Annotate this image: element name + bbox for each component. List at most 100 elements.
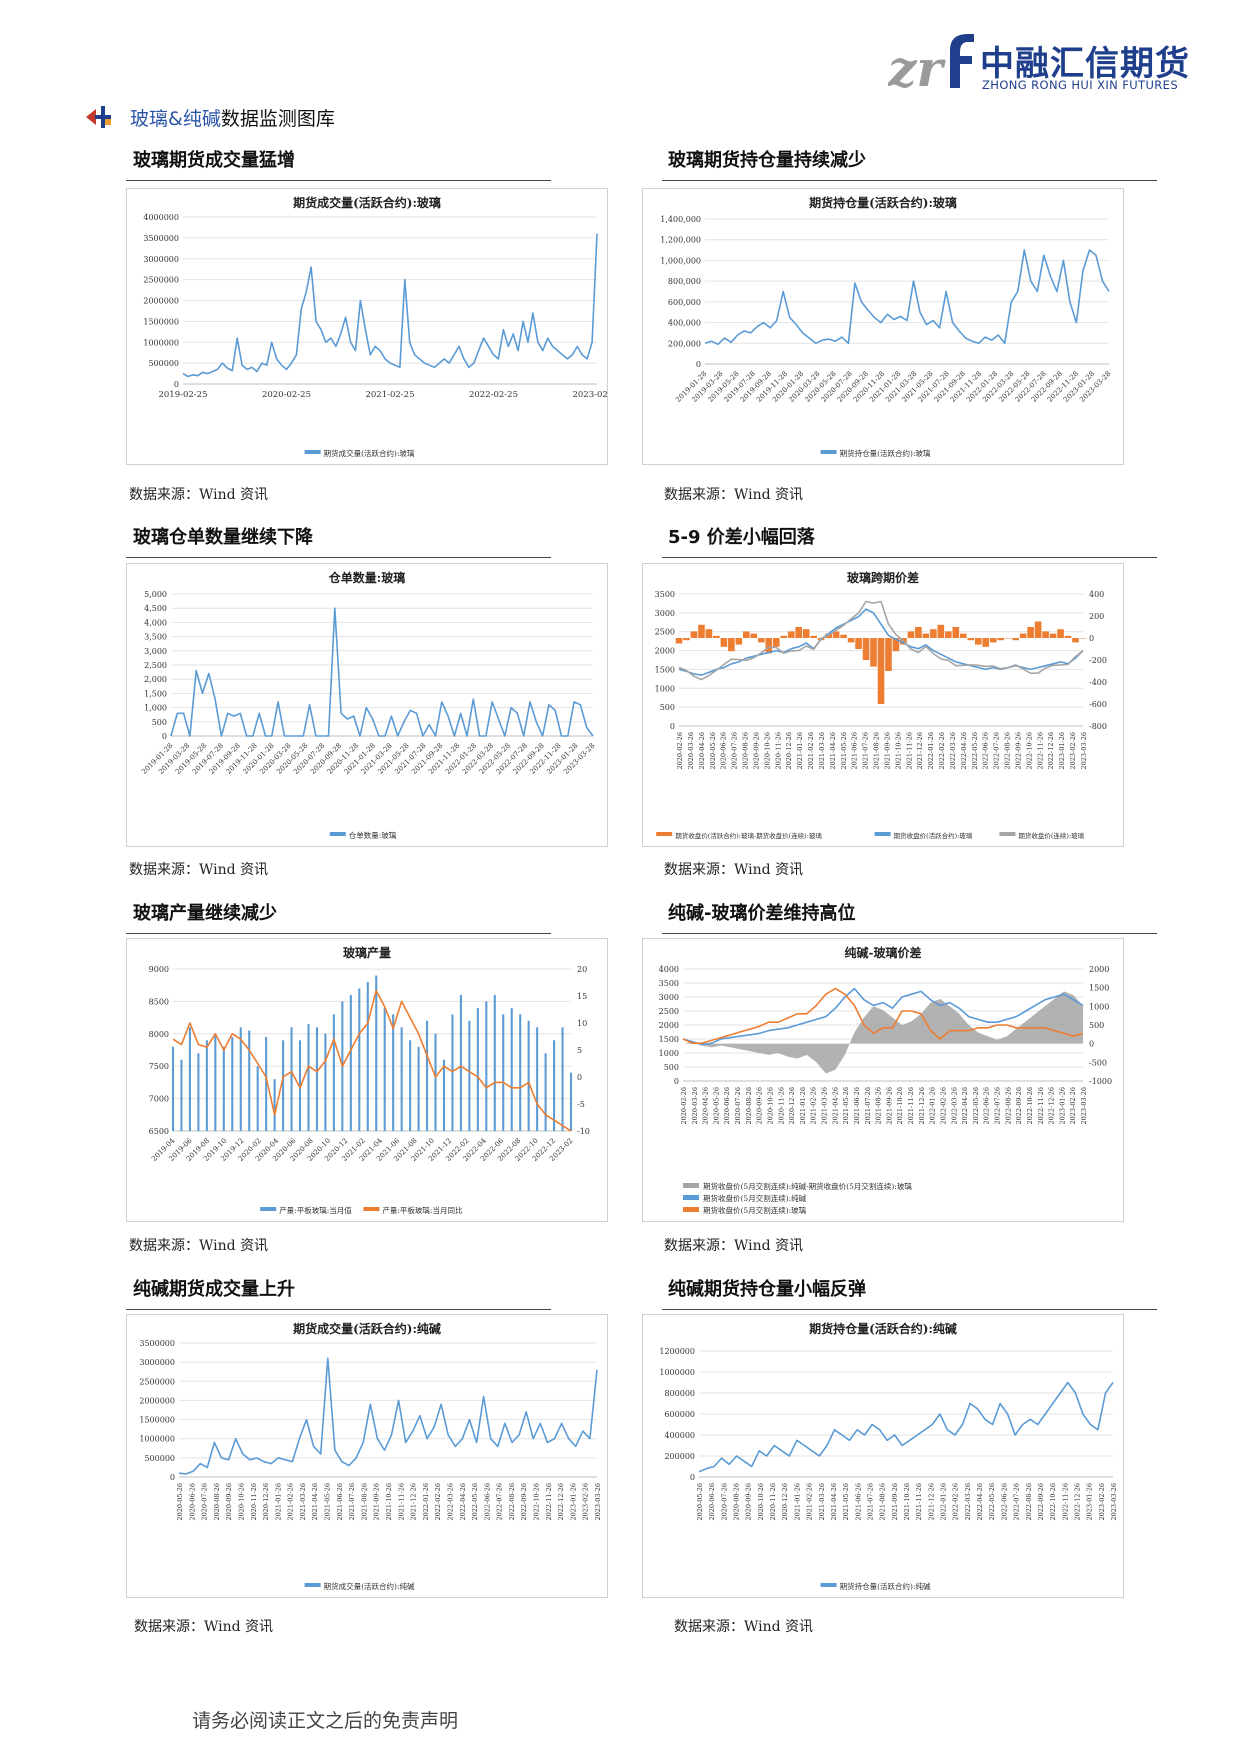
x-tick-label: 2022-10-26 — [533, 1483, 541, 1520]
bar-mark — [937, 624, 945, 638]
x-tick-label: 2020-10-26 — [757, 1483, 765, 1520]
bar-mark — [1042, 631, 1049, 638]
x-tick-label: 2023-02-26 — [582, 1483, 590, 1520]
y-tick-label: 8500 — [149, 997, 169, 1006]
bar-mark — [705, 629, 713, 638]
bar-mark — [442, 1059, 446, 1131]
x-tick-label: 2020-02-25 — [262, 390, 311, 400]
bar-mark — [1004, 638, 1012, 639]
legend-label: 期货收盘价(活跃合约):玻璃-期货收盘价(连续):玻璃 — [675, 831, 822, 840]
bar-mark — [765, 638, 773, 654]
x-tick-label: 2021-11-26 — [397, 1483, 405, 1520]
x-tick-label: 2020-10-26 — [237, 1483, 245, 1520]
y-tick-label: 7500 — [149, 1062, 169, 1071]
bar-mark — [459, 994, 462, 1131]
bar-mark — [332, 1014, 335, 1131]
bar-mark — [743, 631, 750, 638]
y-tick-label: 2000 — [655, 647, 675, 656]
chart-svg: 纯碱-玻璃价差 0 500 1000 1500 2000 2500 3000 3500 4000 -… — [659, 945, 1112, 1215]
y-tick-label: 0 — [174, 380, 179, 389]
chart-svg: 玻璃产量 6500 7000 7500 8000 8500 9000 -10 -5 0 5 10 15 2… — [149, 945, 590, 1215]
x-tick-label: 2021-06-26 — [851, 732, 859, 769]
legend-swatch — [683, 1183, 699, 1188]
x-tick-label: 2022-07-26 — [993, 732, 1001, 769]
line-series — [170, 607, 594, 737]
x-tick-label: 2021-06-26 — [853, 1087, 861, 1124]
line-series — [678, 600, 1084, 681]
bar-mark — [180, 1059, 183, 1131]
x-tick-label: 2020-04-26 — [702, 1087, 710, 1124]
x-tick-label: 2020-05-26 — [696, 1483, 704, 1520]
bar-mark — [400, 1027, 403, 1131]
x-tick-label: 2021-06-26 — [336, 1483, 344, 1520]
bar-mark — [780, 635, 788, 638]
x-tick-label: 2022-11-26 — [1037, 1087, 1045, 1124]
y-tick-label: 1000 — [655, 684, 675, 693]
chart-title: 玻璃产量 — [343, 945, 391, 960]
y2-tick-label: 20 — [577, 965, 587, 974]
y-tick-label: 500 — [152, 718, 167, 727]
x-tick-label: 2022-06-26 — [1000, 1483, 1008, 1520]
y-tick-label: 4,000 — [144, 618, 167, 627]
x-tick-label: 2021-01-26 — [274, 1483, 282, 1520]
x-tick-label: 2022-11-26 — [1061, 1483, 1069, 1520]
chart-soda-open-interest: 期货持仓量(活跃合约):纯碱 0 200000 400000 600000 800000 1… — [642, 1314, 1124, 1598]
x-tick-label: 2020-09-26 — [752, 732, 760, 769]
bar-mark — [922, 633, 930, 638]
bar-mark — [205, 1040, 208, 1131]
bar-mark — [434, 1033, 437, 1131]
chart-title: 仓单数量:玻璃 — [328, 570, 405, 585]
chart-glass-warehouse: 仓单数量:玻璃 0 500 1,000 1,500 2,000 2,500 3,000 3,50… — [126, 563, 608, 847]
y-tick-label: 400000 — [664, 1431, 695, 1440]
bar-mark — [1049, 633, 1057, 638]
x-tick-label: 2020-11-26 — [769, 1483, 777, 1520]
y-tick-label: 2500000 — [139, 1377, 175, 1386]
bar-mark — [832, 631, 840, 638]
panel-title-glass-volume: 玻璃期货成交量猛增 — [133, 150, 295, 171]
x-tick-label: 2021-04-26 — [831, 1087, 839, 1124]
y-tick-label: 3000000 — [139, 1358, 175, 1367]
data-source: 数据来源：Wind 资讯 — [664, 1238, 804, 1254]
y-tick-label: 1,500 — [144, 689, 167, 698]
bar-mark — [527, 1020, 530, 1131]
y-tick-label: 5,000 — [144, 590, 167, 599]
y-tick-label: 0 — [170, 1473, 175, 1482]
y-tick-label: 4000 — [659, 965, 679, 974]
x-tick-label: 2021-12-26 — [918, 1087, 926, 1124]
bar-mark — [383, 1007, 386, 1131]
y-tick-label: 600,000 — [668, 298, 701, 307]
bar-mark — [1064, 635, 1072, 638]
bar-mark — [544, 1053, 547, 1131]
x-tick-label: 2021-09-26 — [885, 1087, 893, 1124]
data-source: 数据来源：Wind 资讯 — [664, 487, 804, 503]
bar-mark — [476, 1007, 479, 1131]
y-tick-label: 3500 — [659, 979, 679, 988]
y-tick-label: 1500 — [655, 665, 675, 674]
bar-mark — [698, 624, 705, 638]
x-tick-label: 2021-11-26 — [907, 1087, 915, 1124]
x-tick-label: 2020-04-26 — [698, 732, 706, 769]
data-source: 数据来源：Wind 资讯 — [129, 1238, 269, 1254]
x-tick-label: 2020-09-26 — [756, 1087, 764, 1124]
x-tick-label: 2020-05-26 — [709, 732, 717, 769]
panel-title-glass-open-interest: 玻璃期货持仓量持续减少 — [668, 150, 866, 171]
y-tick-label: 3000000 — [143, 255, 179, 264]
chart-glass-open-interest: 期货持仓量(活跃合约):玻璃 0 200,000 400,000 600,000 800,… — [642, 188, 1124, 465]
bar-mark — [795, 627, 803, 638]
x-tick-label: 2023-03-26 — [594, 1483, 602, 1520]
x-tick-label: 2021-08-26 — [873, 732, 881, 769]
legend-label: 期货收盘价(5月交割连续):纯碱-期货收盘价(5月交割连续):玻璃 — [703, 1181, 912, 1191]
y-tick-label: 1000 — [659, 1049, 679, 1058]
y-tick-label: 0 — [670, 722, 675, 731]
y2-tick-label: 500 — [1089, 1021, 1104, 1030]
y-tick-label: 1000000 — [139, 1435, 175, 1444]
bar-mark — [493, 994, 496, 1131]
bar-mark — [409, 1040, 412, 1131]
x-tick-label: 2022-05-26 — [988, 1483, 996, 1520]
logo-english-name: ZHONG RONG HUI XIN FUTURES — [982, 78, 1179, 92]
bar-mark — [349, 994, 352, 1131]
x-tick-label: 2023-02-26 — [1069, 732, 1077, 769]
bar-mark — [1079, 638, 1087, 639]
x-tick-label: 2022-03-26 — [446, 1483, 454, 1520]
x-tick-label: 2021-03-26 — [818, 1483, 826, 1520]
